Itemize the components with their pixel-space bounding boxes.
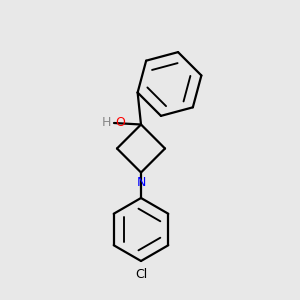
Text: H: H	[102, 116, 111, 129]
Text: N: N	[136, 176, 146, 189]
Text: O: O	[115, 116, 125, 129]
Text: Cl: Cl	[135, 268, 147, 281]
